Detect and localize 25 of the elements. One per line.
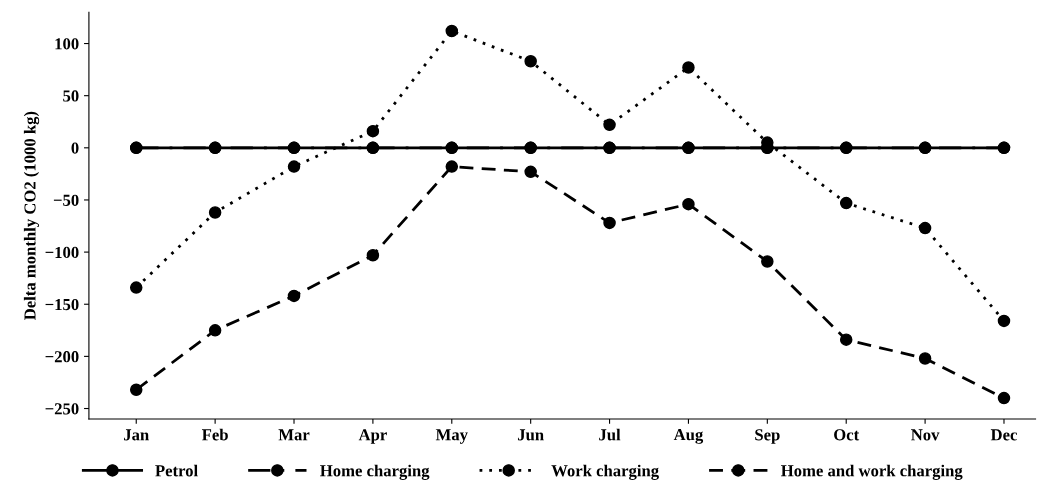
y-tick-label: −200 — [45, 351, 79, 363]
y-tick-label: −250 — [45, 403, 79, 415]
x-tick-label: Jul — [599, 428, 621, 441]
y-tick-label: 50 — [63, 90, 79, 102]
y-tick-label: −100 — [45, 246, 79, 259]
legend-label: Home charging — [320, 464, 430, 480]
y-tick-label: 0 — [71, 142, 79, 154]
y-tick-label: 100 — [55, 38, 79, 50]
x-tick-label: Nov — [911, 429, 940, 441]
x-tick-label: Sep — [755, 429, 780, 444]
legend-label: Home and work charging — [781, 464, 963, 480]
y-axis-title: Delta monthly CO2 (1000 kg) — [23, 111, 40, 320]
x-tick-label: May — [435, 429, 468, 444]
y-tick-label: −50 — [53, 194, 79, 206]
x-tick-label: Mar — [278, 429, 310, 441]
x-tick-label: Feb — [201, 428, 228, 441]
x-tick-label: Oct — [834, 429, 860, 441]
x-tick-label: Dec — [990, 429, 1017, 441]
y-tick-label: −150 — [45, 298, 79, 311]
x-tick-label: Aug — [673, 429, 704, 444]
legend-label: Petrol — [155, 464, 198, 477]
x-tick-label: Jan — [124, 429, 149, 441]
legend-label: Work charging — [551, 464, 659, 480]
x-tick-label: Jun — [517, 429, 544, 441]
x-tick-label: Apr — [358, 429, 387, 444]
